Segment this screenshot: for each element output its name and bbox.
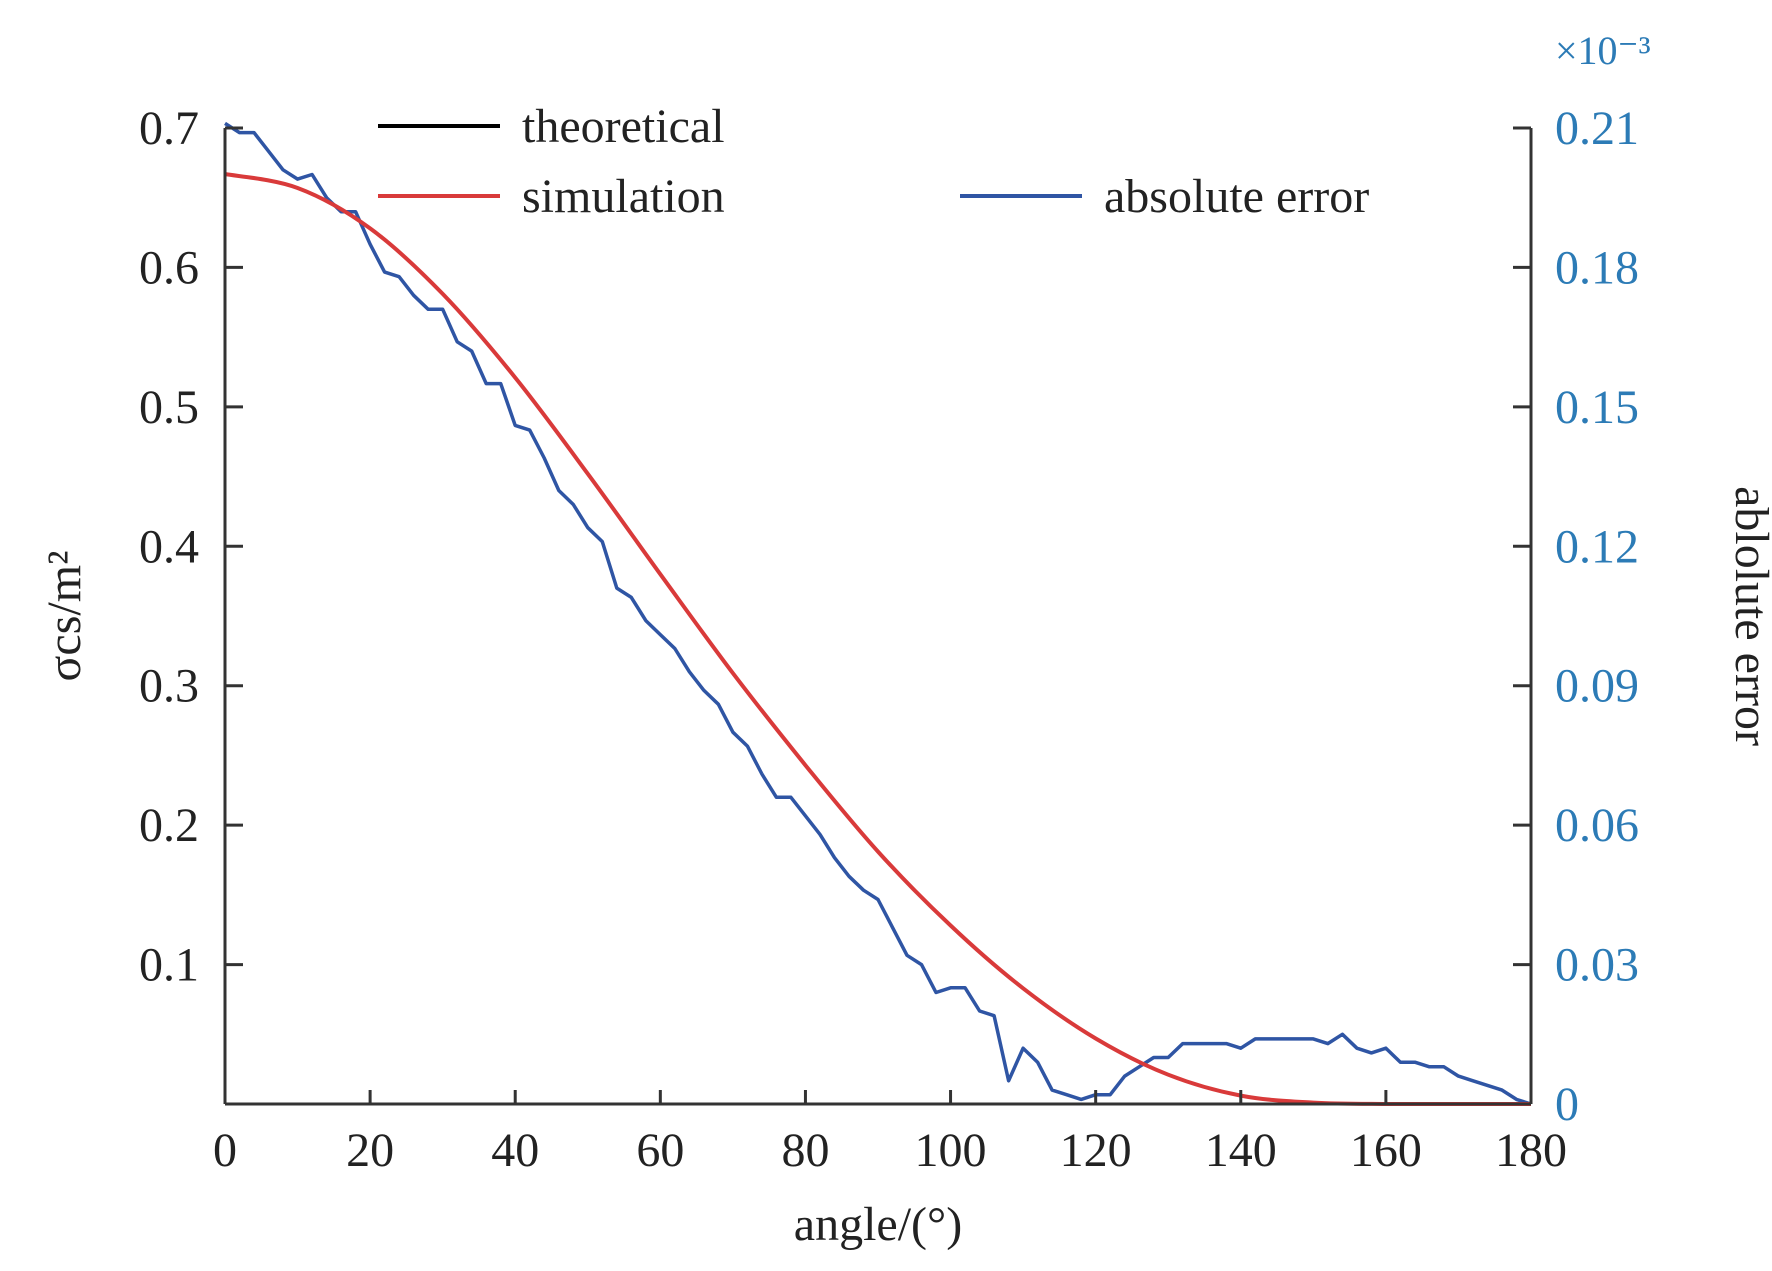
x-tick-label: 140 [1205, 1124, 1277, 1177]
legend-label-simulation: simulation [522, 170, 725, 223]
y-tick-label-right: 0.03 [1555, 939, 1639, 992]
x-tick-label: 160 [1350, 1124, 1422, 1177]
x-tick-label: 60 [636, 1124, 684, 1177]
y-tick-label-left: 0.4 [139, 520, 199, 573]
series-layer [224, 121, 1532, 1107]
y-tick-label-right: 0 [1555, 1078, 1579, 1131]
series-line-absolute-error [224, 121, 1532, 1106]
y-tick-label-right: 0.21 [1555, 102, 1639, 155]
y-axis-title-right: ablolute error [1725, 486, 1772, 746]
x-tick-label: 80 [781, 1124, 829, 1177]
legend-label-absolute-error: absolute error [1104, 170, 1369, 223]
y-tick-label-left: 0.3 [139, 660, 199, 713]
y-tick-label-right: 0.09 [1555, 660, 1639, 713]
x-tick-label: 120 [1060, 1124, 1132, 1177]
y-tick-label-right: 0.12 [1555, 520, 1639, 573]
x-tick-label: 100 [915, 1124, 987, 1177]
y-tick-label-left: 0.2 [139, 799, 199, 852]
y-tick-label-right: 0.06 [1555, 799, 1639, 852]
x-tick-label: 0 [213, 1124, 237, 1177]
y-tick-label-right: 0.18 [1555, 241, 1639, 294]
y-tick-label-left: 0.6 [139, 241, 199, 294]
y-tick-label-right: 0.15 [1555, 381, 1639, 434]
y-tick-label-left: 0.7 [139, 102, 199, 155]
x-tick-label: 20 [346, 1124, 394, 1177]
labels-layer: 0 20 40 60 80 100 120 140 160 180 0.1 0.2 0.3 0.4 0.5 0… [38, 28, 1772, 1251]
x-tick-label: 180 [1495, 1124, 1567, 1177]
y-axis-title-left: σcs/m² [38, 551, 91, 682]
series-line-simulation [224, 172, 1531, 1107]
x-axis-title: angle/(°) [794, 1198, 962, 1251]
x-tick-label: 40 [491, 1124, 539, 1177]
series-line-theoretical [224, 172, 1531, 1106]
y-tick-label-left: 0.1 [139, 939, 199, 992]
legend-label-theoretical: theoretical [522, 100, 725, 153]
right-axis-multiplier: ×10⁻³ [1555, 28, 1651, 73]
axes-layer [223, 126, 1533, 1106]
legend: theoretical simulation absolute error [378, 100, 1369, 223]
y-tick-label-left: 0.5 [139, 381, 199, 434]
